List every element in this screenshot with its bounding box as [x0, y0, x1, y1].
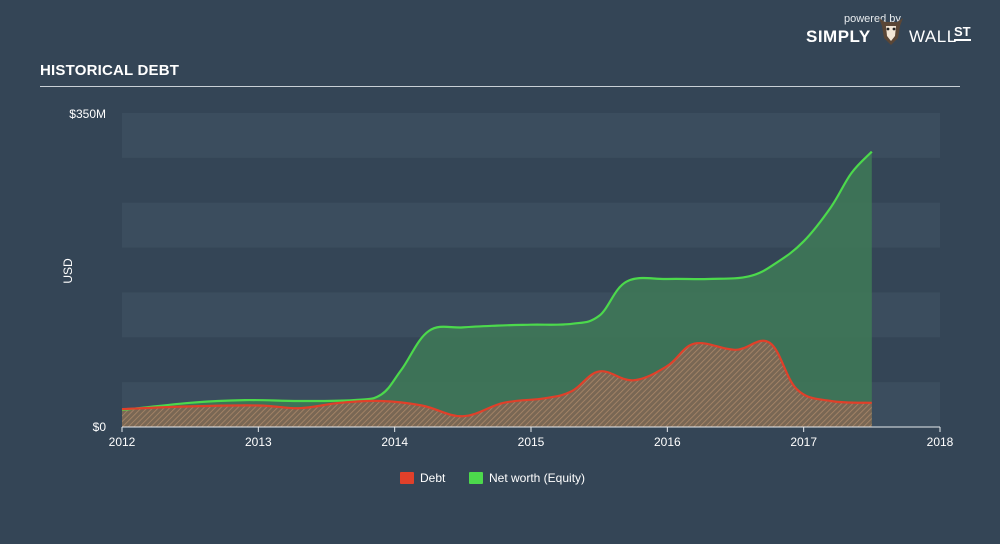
x-tick-label-2018: 2018	[927, 435, 954, 449]
y-tick-label-bottom: $0	[93, 420, 107, 434]
y-axis-label: USD	[61, 258, 75, 284]
bull-icon	[876, 12, 906, 53]
title-divider	[40, 86, 960, 87]
debt-line	[121, 339, 872, 418]
x-tick-label-2014: 2014	[381, 435, 408, 449]
brand-simply-text: SIMPLY	[806, 27, 871, 46]
x-tick-label-2015: 2015	[518, 435, 545, 449]
grid-band	[122, 113, 940, 158]
legend-label-debt: Debt	[420, 471, 446, 485]
legend-item-equity[interactable]: Net worth (Equity)	[469, 470, 585, 486]
y-tick-label-top: $350M	[69, 107, 106, 121]
x-tick-label-2016: 2016	[654, 435, 681, 449]
brand-st-text: ST	[954, 24, 971, 41]
page-title: HISTORICAL DEBT	[40, 62, 180, 79]
debt-swatch	[400, 472, 414, 484]
brand-wall-text: WALL	[909, 27, 957, 46]
debt-area	[122, 340, 872, 427]
x-tick-label-2013: 2013	[245, 435, 272, 449]
x-tick-label-2017: 2017	[790, 435, 817, 449]
chart-legend: Debt Net worth (Equity)	[0, 470, 1000, 486]
brand-logo[interactable]: powered by SIMPLY WALL ST	[806, 10, 986, 50]
equity-swatch	[469, 472, 483, 484]
legend-label-equity: Net worth (Equity)	[489, 471, 586, 485]
x-tick-label-2012: 2012	[109, 435, 136, 449]
legend-item-debt[interactable]: Debt	[400, 470, 445, 486]
equity-line	[121, 150, 873, 412]
